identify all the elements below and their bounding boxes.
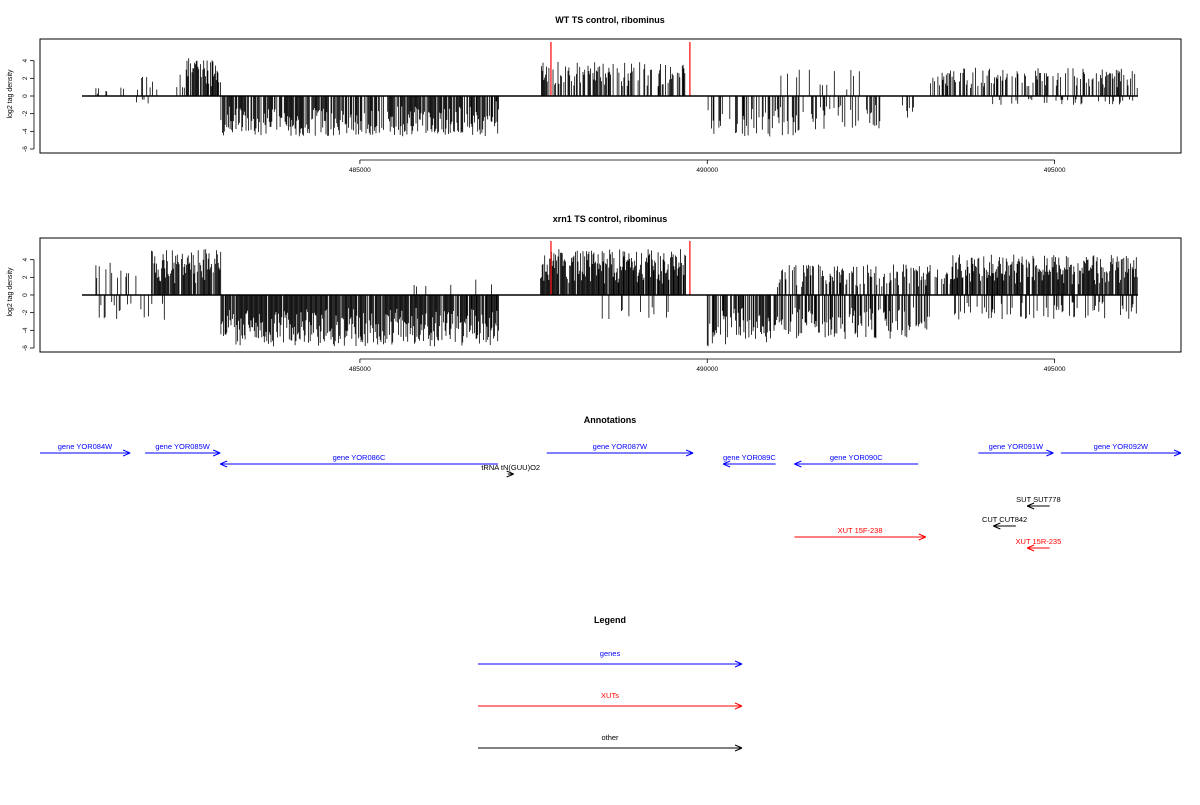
x-tick-label: 495000	[1044, 167, 1066, 174]
feature-label: gene YOR085W	[155, 442, 210, 451]
density-bars	[95, 58, 1138, 137]
y-axis-label: log2 tag density	[7, 267, 14, 317]
y-tick-label: -2	[22, 309, 29, 315]
feature-xuts: XUT 15R-235	[1016, 537, 1062, 552]
feature-arrow	[1026, 544, 1050, 552]
annotations-title: Annotations	[584, 415, 637, 425]
y-axis: -6 -4 -2 0 2 4	[22, 58, 35, 152]
panel-title: WT TS control, ribominus	[555, 15, 665, 25]
feature-genes: gene YOR089C	[722, 453, 776, 468]
feature-arrow	[546, 449, 694, 457]
feature-genes: gene YOR086C	[219, 453, 498, 468]
feature-label: SUT SUT778	[1016, 495, 1060, 504]
feature-label: tRNA tN(GUU)O2	[481, 463, 540, 472]
x-tick-label: 485000	[349, 366, 371, 373]
xrn1-density-panel: xrn1 TS control, ribominus log2 tag dens…	[7, 214, 1182, 373]
feature-genes: gene YOR090C	[794, 453, 919, 468]
feature-list: gene YOR084W gene YOR085W gene YOR086C tRNA…	[40, 442, 1182, 552]
density-bars	[95, 249, 1138, 347]
y-tick-label: -2	[22, 110, 29, 116]
feature-arrow	[722, 460, 776, 468]
feature-label: XUT 15F-238	[838, 526, 883, 535]
x-tick-label: 485000	[349, 167, 371, 174]
feature-arrow	[794, 460, 919, 468]
legend: Legend genes XUTs other	[478, 615, 743, 752]
y-tick-label: 4	[22, 58, 29, 62]
panel-title: xrn1 TS control, ribominus	[553, 214, 668, 224]
x-axis: 485000 490000 495000	[349, 159, 1066, 174]
feature-arrow	[794, 533, 926, 541]
y-axis-label: log2 tag density	[7, 69, 14, 119]
feature-arrow	[1026, 502, 1050, 510]
x-tick-label: 495000	[1044, 366, 1066, 373]
x-axis: 485000 490000 495000	[349, 358, 1066, 373]
feature-genes: gene YOR087W	[546, 442, 694, 457]
marker-lines	[550, 42, 691, 96]
feature-genes: gene YOR092W	[1060, 442, 1182, 457]
feature-arrow	[993, 522, 1016, 530]
y-tick-label: 4	[22, 257, 29, 261]
feature-arrow	[145, 449, 221, 457]
legend-entries: genes XUTs other	[478, 649, 743, 752]
annotations-track: Annotations gene YOR084W gene YOR085Wgene…	[40, 415, 1182, 552]
feature-arrow	[978, 449, 1054, 457]
feature-other: SUT SUT778	[1016, 495, 1061, 510]
x-tick-label: 490000	[696, 366, 718, 373]
y-tick-label: -4	[22, 128, 29, 134]
y-axis: -6 -4 -2 0 2 4	[22, 257, 35, 351]
legend-arrow	[478, 660, 743, 668]
y-tick-label: -6	[22, 345, 29, 351]
legend-entry-genes: genes	[478, 649, 743, 668]
y-tick-label: 0	[22, 293, 29, 297]
feature-label: gene YOR092W	[1094, 442, 1149, 451]
feature-genes: gene YOR084W	[40, 442, 131, 457]
feature-label: gene YOR091W	[989, 442, 1044, 451]
y-tick-label: -6	[22, 146, 29, 152]
feature-label: gene YOR089C	[723, 453, 776, 462]
y-tick-label: 2	[22, 275, 29, 279]
legend-title: Legend	[594, 615, 626, 625]
legend-label: genes	[600, 649, 621, 658]
feature-genes: gene YOR091W	[978, 442, 1054, 457]
legend-entry-xuts: XUTs	[478, 691, 743, 710]
feature-arrow	[506, 470, 514, 478]
x-tick-label: 490000	[696, 167, 718, 174]
feature-label: gene YOR090C	[830, 453, 883, 462]
wt-density-panel: WT TS control, ribominus log2 tag densit…	[7, 15, 1182, 174]
feature-label: gene YOR084W	[58, 442, 113, 451]
feature-arrow	[40, 449, 131, 457]
y-tick-label: -4	[22, 327, 29, 333]
feature-genes: gene YOR085W	[145, 442, 221, 457]
y-tick-label: 0	[22, 94, 29, 98]
feature-arrow	[1060, 449, 1182, 457]
feature-other: tRNA tN(GUU)O2	[481, 463, 540, 478]
legend-arrow	[478, 744, 743, 752]
legend-entry-other: other	[478, 733, 743, 752]
feature-label: CUT CUT842	[982, 515, 1027, 524]
feature-xuts: XUT 15F-238	[794, 526, 926, 541]
feature-label: gene YOR087W	[593, 442, 648, 451]
plot-frame	[39, 237, 1182, 353]
feature-arrow	[219, 460, 498, 468]
feature-label: XUT 15R-235	[1016, 537, 1062, 546]
feature-other: CUT CUT842	[982, 515, 1027, 530]
y-tick-label: 2	[22, 76, 29, 80]
legend-arrow	[478, 702, 743, 710]
marker-lines	[550, 241, 691, 295]
plot-frame	[39, 38, 1182, 154]
feature-label: gene YOR086C	[333, 453, 386, 462]
legend-label: other	[601, 733, 619, 742]
legend-label: XUTs	[601, 691, 619, 700]
